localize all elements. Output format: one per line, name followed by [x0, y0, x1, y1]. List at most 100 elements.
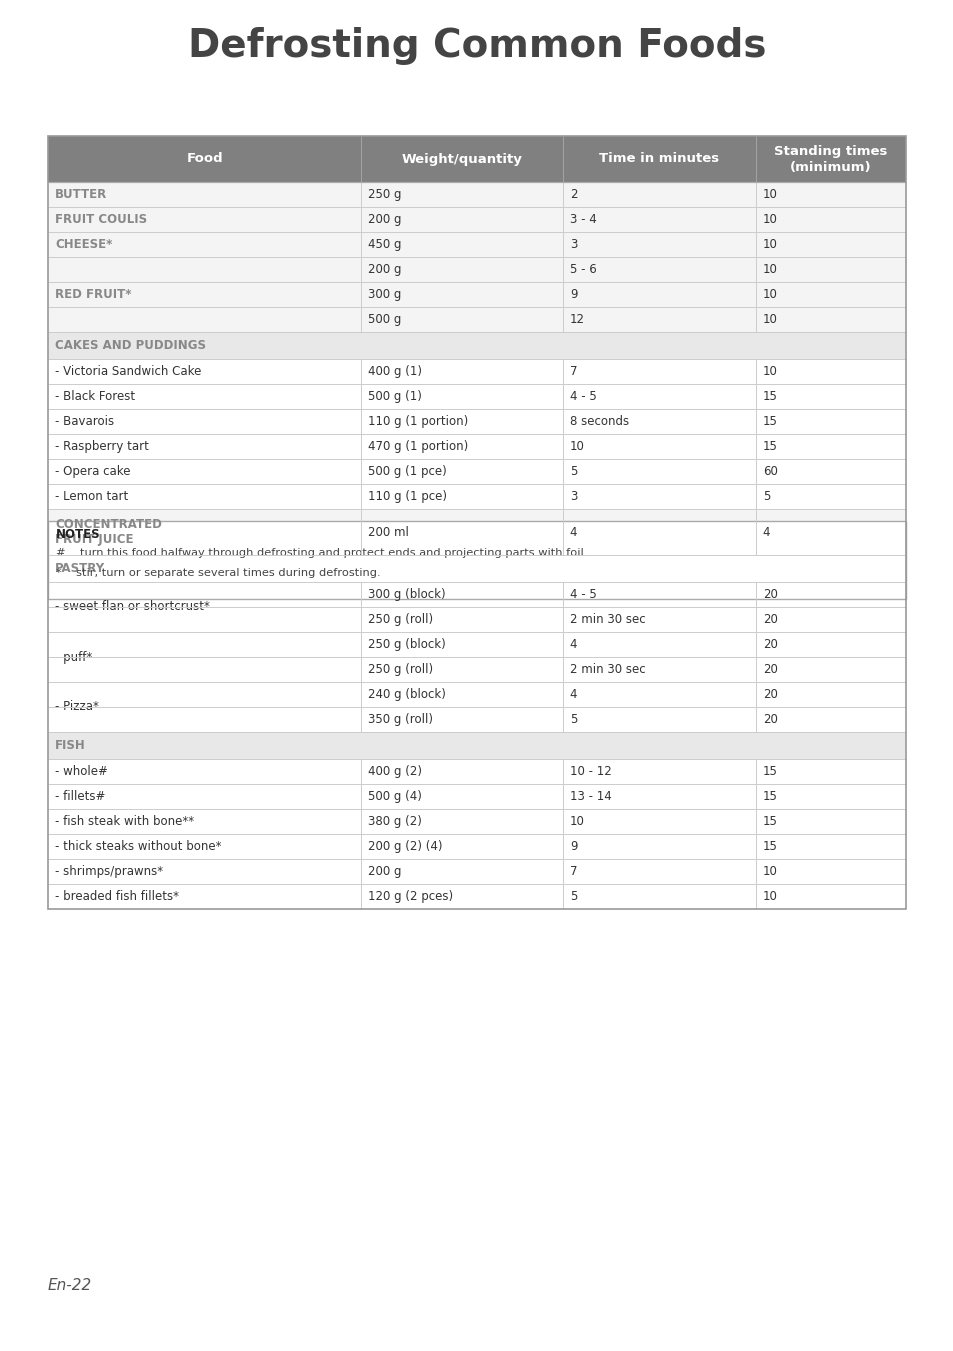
Text: 250 g (block): 250 g (block): [368, 638, 445, 651]
Text: 15: 15: [762, 765, 777, 778]
Bar: [48, 459, 905, 484]
Text: 500 g (1): 500 g (1): [368, 390, 421, 403]
Text: 10: 10: [762, 890, 777, 902]
Bar: [48, 707, 905, 732]
Text: PASTRY: PASTRY: [55, 562, 105, 576]
Text: 20: 20: [762, 713, 777, 725]
Text: - whole#: - whole#: [55, 765, 108, 778]
Text: 250 g (roll): 250 g (roll): [368, 663, 433, 676]
Bar: [48, 282, 905, 307]
Text: 110 g (1 portion): 110 g (1 portion): [368, 415, 468, 428]
Text: 20: 20: [762, 613, 777, 626]
Text: 200 g: 200 g: [368, 263, 401, 276]
Text: 12: 12: [569, 313, 584, 326]
Bar: [48, 607, 905, 632]
Text: - fillets#: - fillets#: [55, 790, 105, 802]
Text: En-22: En-22: [48, 1278, 92, 1293]
Text: 250 g (roll): 250 g (roll): [368, 613, 433, 626]
Text: CONCENTRATED
FRUIT JUICE: CONCENTRATED FRUIT JUICE: [55, 517, 162, 547]
Bar: [48, 182, 905, 207]
Text: 5 - 6: 5 - 6: [569, 263, 596, 276]
Text: 2 min 30 sec: 2 min 30 sec: [569, 613, 645, 626]
Bar: [48, 632, 905, 657]
Bar: [48, 232, 905, 257]
Text: 450 g: 450 g: [368, 238, 401, 251]
Text: Food: Food: [186, 153, 223, 166]
Text: 5: 5: [569, 465, 577, 478]
Text: 20: 20: [762, 638, 777, 651]
Text: *    stir, turn or separate several times during defrosting.: * stir, turn or separate several times d…: [56, 567, 380, 578]
Text: - puff*: - puff*: [55, 650, 92, 663]
Text: 10: 10: [762, 865, 777, 878]
Bar: [48, 682, 905, 707]
Text: 5: 5: [762, 490, 769, 503]
Text: 2: 2: [569, 188, 577, 201]
Text: 15: 15: [762, 415, 777, 428]
Text: 5: 5: [569, 890, 577, 902]
Text: 500 g (1 pce): 500 g (1 pce): [368, 465, 446, 478]
Text: 3 - 4: 3 - 4: [569, 213, 596, 226]
Bar: [48, 759, 905, 784]
Text: 10: 10: [762, 263, 777, 276]
Text: - breaded fish fillets*: - breaded fish fillets*: [55, 890, 179, 902]
Text: 4: 4: [569, 526, 577, 539]
Text: 200 g (2) (4): 200 g (2) (4): [368, 840, 442, 852]
Text: 4: 4: [762, 526, 769, 539]
Text: 500 g: 500 g: [368, 313, 401, 326]
Text: Defrosting Common Foods: Defrosting Common Foods: [188, 27, 765, 65]
Bar: [48, 484, 905, 509]
Text: - Victoria Sandwich Cake: - Victoria Sandwich Cake: [55, 365, 201, 378]
Text: - Black Forest: - Black Forest: [55, 390, 135, 403]
Text: 4 - 5: 4 - 5: [569, 390, 596, 403]
Text: 15: 15: [762, 815, 777, 828]
Text: 10: 10: [569, 815, 584, 828]
Text: 9: 9: [569, 840, 577, 852]
Bar: [48, 359, 905, 384]
Text: 5: 5: [569, 713, 577, 725]
Text: 200 ml: 200 ml: [368, 526, 409, 539]
Bar: [48, 307, 905, 332]
Text: - Opera cake: - Opera cake: [55, 465, 131, 478]
Text: 350 g (roll): 350 g (roll): [368, 713, 433, 725]
Text: Weight/quantity: Weight/quantity: [401, 153, 522, 166]
Bar: [48, 136, 905, 182]
Text: CAKES AND PUDDINGS: CAKES AND PUDDINGS: [55, 339, 206, 353]
Text: 20: 20: [762, 663, 777, 676]
Text: - shrimps/prawns*: - shrimps/prawns*: [55, 865, 163, 878]
Bar: [48, 434, 905, 459]
Text: 10 - 12: 10 - 12: [569, 765, 611, 778]
Bar: [48, 207, 905, 232]
Text: 13 - 14: 13 - 14: [569, 790, 611, 802]
Text: RED FRUIT*: RED FRUIT*: [55, 288, 132, 301]
Bar: [48, 136, 905, 909]
Text: 400 g (2): 400 g (2): [368, 765, 422, 778]
Text: 300 g: 300 g: [368, 288, 401, 301]
Text: - thick steaks without bone*: - thick steaks without bone*: [55, 840, 221, 852]
Bar: [48, 257, 905, 282]
Bar: [48, 509, 905, 555]
Text: - sweet flan or shortcrust*: - sweet flan or shortcrust*: [55, 600, 210, 613]
Text: 15: 15: [762, 840, 777, 852]
Bar: [48, 732, 905, 759]
Text: 10: 10: [762, 288, 777, 301]
Text: 500 g (4): 500 g (4): [368, 790, 421, 802]
Text: 10: 10: [762, 313, 777, 326]
Text: 10: 10: [569, 440, 584, 453]
Bar: [48, 834, 905, 859]
Text: 7: 7: [569, 365, 577, 378]
Text: 15: 15: [762, 790, 777, 802]
Text: 15: 15: [762, 440, 777, 453]
Text: 200 g: 200 g: [368, 213, 401, 226]
Text: 10: 10: [762, 188, 777, 201]
Bar: [48, 384, 905, 409]
Text: 4: 4: [569, 688, 577, 701]
Text: 4 - 5: 4 - 5: [569, 588, 596, 601]
Text: 3: 3: [569, 490, 577, 503]
Text: 10: 10: [762, 238, 777, 251]
Bar: [48, 582, 905, 607]
Text: 250 g: 250 g: [368, 188, 401, 201]
Text: - Bavarois: - Bavarois: [55, 415, 114, 428]
Text: 470 g (1 portion): 470 g (1 portion): [368, 440, 468, 453]
Text: 20: 20: [762, 688, 777, 701]
Text: 10: 10: [762, 365, 777, 378]
